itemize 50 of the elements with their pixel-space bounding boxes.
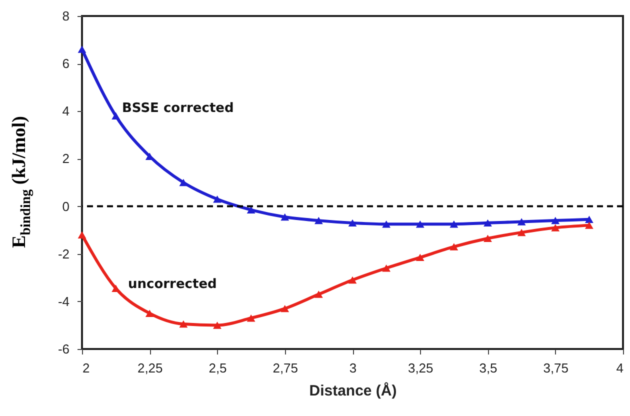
point: [551, 216, 560, 224]
x-tick-label: 3,5: [479, 360, 498, 376]
point: [416, 220, 424, 228]
x-tick-label: 2: [82, 360, 90, 376]
point: [450, 243, 458, 250]
y-tick-label: 8: [62, 8, 70, 24]
point: [246, 206, 256, 214]
point: [246, 314, 256, 322]
point: [213, 322, 222, 329]
y-tick-label: -6: [58, 342, 70, 356]
point: [280, 213, 290, 221]
point: [416, 254, 424, 262]
point: [213, 196, 222, 203]
point: [517, 228, 526, 236]
point: [585, 222, 594, 229]
y-tick-label: 6: [62, 56, 70, 72]
point: [484, 234, 492, 242]
point: [314, 290, 323, 298]
point: [78, 46, 86, 53]
point: [314, 216, 323, 224]
point: [179, 178, 188, 186]
point: [348, 276, 357, 284]
y-tick-label: -4: [58, 294, 70, 309]
y-tick-label: 4: [62, 104, 70, 119]
x-axis-title: Distance (Å): [309, 382, 397, 400]
series-label: BSSE corrected: [122, 101, 234, 116]
x-tick-label: 2,25: [137, 360, 163, 376]
point: [517, 218, 526, 226]
point: [382, 264, 390, 272]
point: [585, 216, 594, 223]
point: [484, 219, 492, 227]
x-tick-label: 3,75: [543, 360, 569, 376]
y-tick-label: -2: [58, 246, 70, 262]
point: [450, 220, 458, 228]
x-tick-label: 2,5: [208, 360, 227, 376]
point: [280, 304, 290, 312]
point: [179, 320, 188, 328]
point: [145, 310, 154, 317]
point: [78, 231, 86, 238]
x-tick-label: 2,75: [272, 360, 298, 376]
point: [551, 224, 560, 232]
y-tick-label: 0: [62, 198, 70, 214]
point: [348, 219, 357, 227]
x-tick-label: 3,25: [408, 360, 434, 376]
point: [382, 220, 390, 228]
x-tick-label: 3: [349, 360, 357, 376]
x-tick-label: 4: [616, 360, 624, 376]
y-tick-label: 2: [62, 151, 70, 166]
series-label: uncorrected: [128, 277, 217, 292]
point: [112, 112, 120, 120]
